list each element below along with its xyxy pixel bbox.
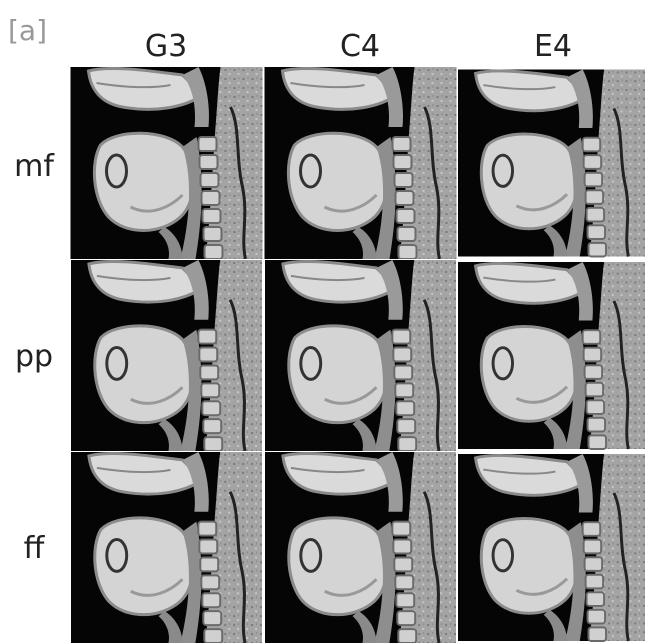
panel-label: [a] (8, 14, 47, 47)
row-label: mf (14, 149, 55, 184)
image-grid (70, 67, 645, 643)
column-header: G3 (145, 29, 187, 64)
column-header: E4 (534, 29, 572, 64)
mri-image (70, 452, 263, 643)
mri-image (458, 452, 645, 643)
mri-image (264, 67, 457, 259)
mri-image (458, 260, 645, 451)
mri-image (70, 260, 263, 451)
mri-image (264, 452, 457, 643)
mri-image (264, 260, 457, 451)
row-label: ff (24, 531, 46, 566)
column-header: C4 (340, 29, 380, 64)
mri-image (458, 68, 645, 258)
mri-image (70, 67, 263, 259)
row-label: pp (15, 339, 53, 374)
